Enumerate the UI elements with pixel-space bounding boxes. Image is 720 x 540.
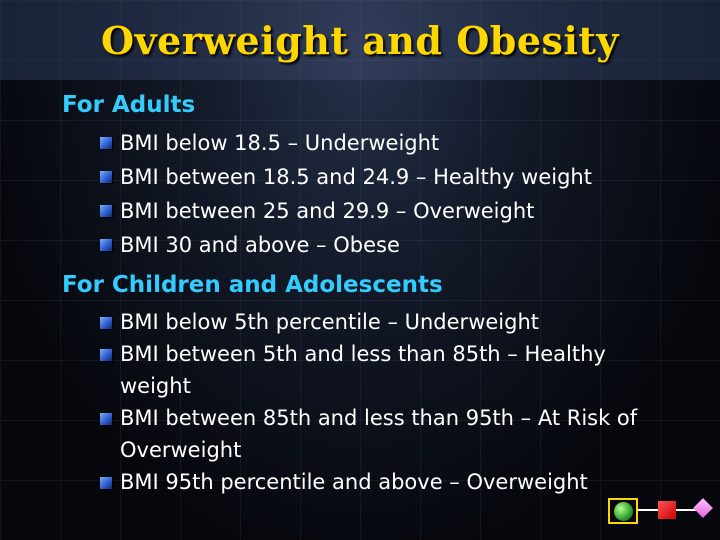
- home-button[interactable]: [608, 498, 638, 524]
- bullet-icon: [100, 349, 112, 361]
- section-heading-adults: For Adults: [62, 92, 196, 118]
- bullet-icon: [100, 317, 112, 329]
- list-item: BMI 30 and above – Obese: [100, 228, 682, 262]
- list-item: BMI between 25 and 29.9 – Overweight: [100, 194, 682, 228]
- title-band: [0, 0, 720, 80]
- children-list: BMI below 5th percentile – Underweight B…: [62, 306, 682, 498]
- list-item: BMI between 18.5 and 24.9 – Healthy weig…: [100, 160, 682, 194]
- adults-list: BMI below 18.5 – Underweight BMI between…: [62, 126, 682, 262]
- green-circle-icon: [614, 502, 633, 521]
- list-item: BMI between 5th and less than 85th – Hea…: [100, 338, 682, 402]
- connector-line: [638, 509, 658, 511]
- bullet-icon: [100, 239, 112, 251]
- list-item: BMI 95th percentile and above – Overweig…: [100, 466, 682, 498]
- slide-content: For Adults BMI below 18.5 – Underweight …: [62, 90, 682, 506]
- slide-navigation: [608, 498, 718, 524]
- connector-line: [676, 509, 696, 511]
- bullet-icon: [100, 137, 112, 149]
- bullet-icon: [100, 477, 112, 489]
- bullet-icon: [100, 205, 112, 217]
- slide-title: Overweight and Obesity: [100, 18, 620, 63]
- pink-diamond-icon[interactable]: [693, 498, 713, 518]
- section-heading-children: For Children and Adolescents: [62, 272, 443, 298]
- list-item: BMI below 5th percentile – Underweight: [100, 306, 682, 338]
- red-square-icon[interactable]: [658, 501, 676, 519]
- bullet-icon: [100, 413, 112, 425]
- list-item: BMI between 85th and less than 95th – At…: [100, 402, 682, 466]
- list-item: BMI below 18.5 – Underweight: [100, 126, 682, 160]
- bullet-icon: [100, 171, 112, 183]
